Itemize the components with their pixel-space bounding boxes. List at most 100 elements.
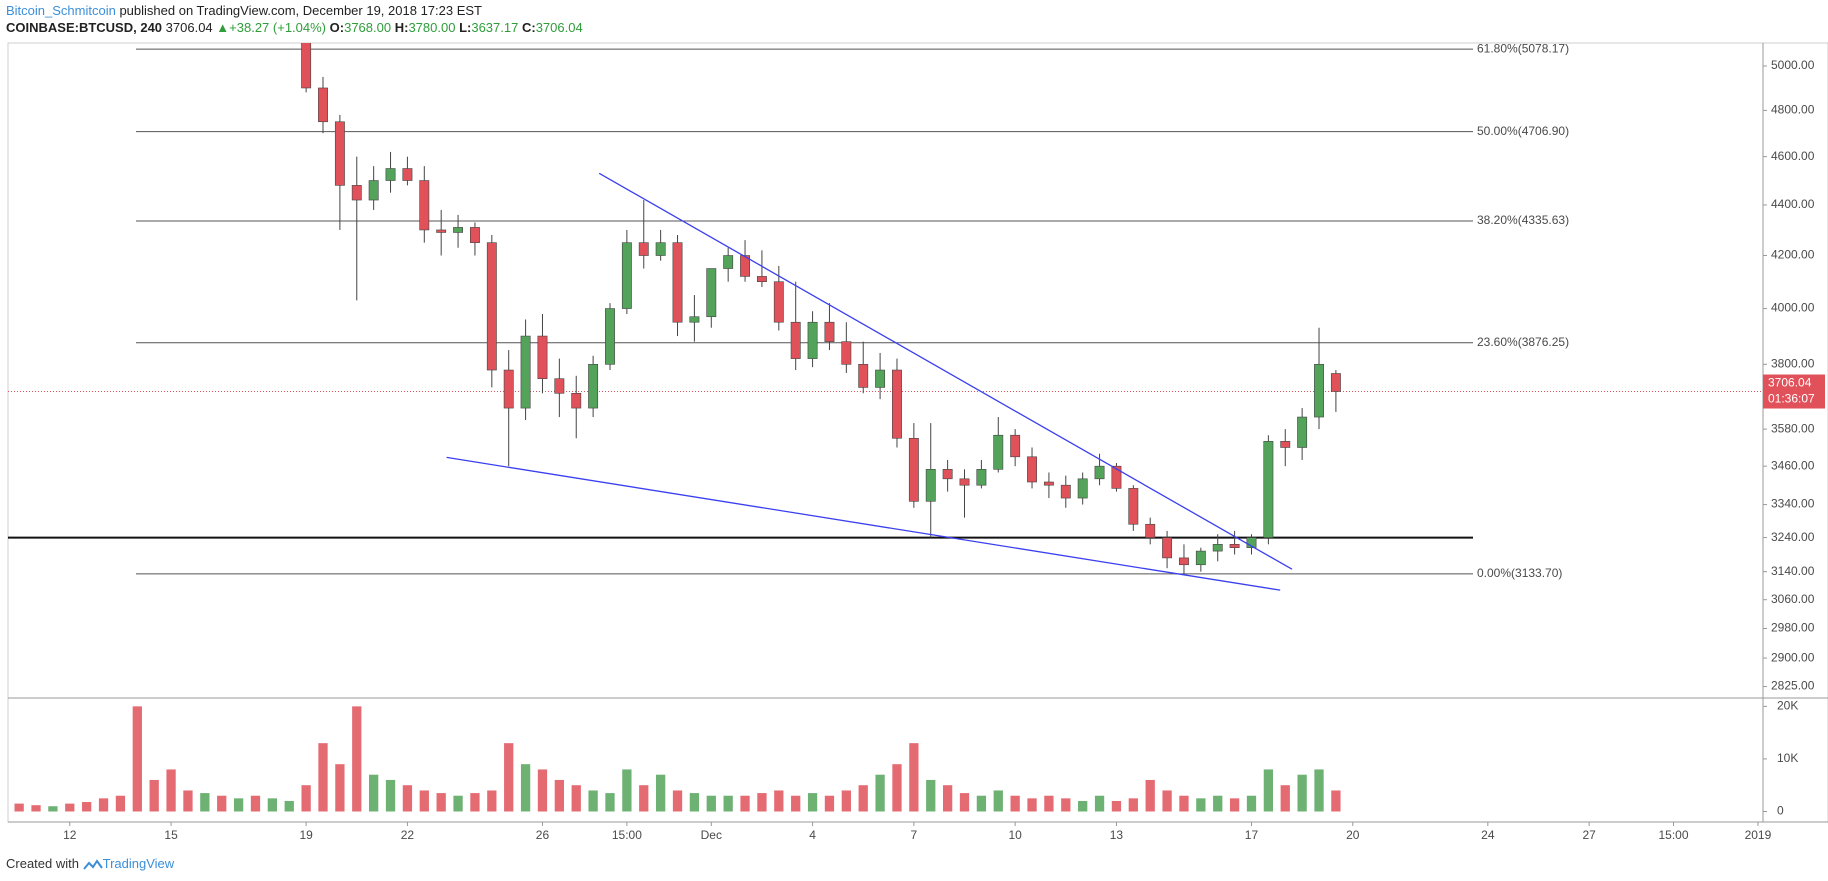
candle-body <box>976 469 987 486</box>
x-tick-label: 26 <box>536 828 550 842</box>
candle-body <box>588 364 599 409</box>
volume-bar <box>993 790 1003 812</box>
candle-body <box>1094 465 1105 480</box>
volume-bar <box>132 706 142 812</box>
volume-bar <box>571 785 581 812</box>
candle-body <box>520 335 531 409</box>
volume-bar <box>605 793 615 812</box>
candle-body <box>334 121 345 186</box>
candle-body <box>469 227 480 243</box>
candle-body <box>605 308 615 365</box>
volume-bar <box>1044 795 1054 812</box>
c-label: C: <box>521 20 536 35</box>
volume-bar <box>926 779 936 812</box>
candle-body <box>993 434 1004 470</box>
volume-bar <box>115 795 126 812</box>
volume-bar <box>774 790 784 812</box>
volume-bar <box>1027 798 1037 812</box>
volume-bar <box>1297 774 1307 812</box>
created: Created with <box>6 856 79 871</box>
candle-body <box>301 43 312 89</box>
y-tick-label: 3060.00 <box>1771 592 1815 606</box>
x-tick-label: 13 <box>1110 828 1124 842</box>
volume-bar <box>436 793 446 812</box>
candle-body <box>638 242 649 256</box>
candle-body <box>1077 478 1088 499</box>
volume-bar <box>402 785 413 812</box>
candle-body <box>740 255 750 277</box>
y-tick-label: 3240.00 <box>1771 530 1815 544</box>
volume-bar <box>1061 798 1071 812</box>
h: 3780.00 <box>408 20 456 35</box>
volume-bar <box>824 795 835 812</box>
volume-bar <box>200 793 210 812</box>
fib-label: 61.80%(5078.17) <box>1477 41 1569 55</box>
candle-body <box>1179 557 1189 566</box>
volume-bar <box>385 779 396 812</box>
y-tick-label: 4600.00 <box>1771 149 1815 163</box>
volume-bar <box>554 779 564 812</box>
volume-bar <box>1078 800 1088 812</box>
volume-bar <box>183 790 193 812</box>
volume-bar <box>504 743 514 812</box>
volume-bar <box>655 774 666 812</box>
x-tick-label: 15:00 <box>612 828 642 842</box>
volume-bar <box>149 779 159 812</box>
brand[interactable]: TradingView <box>102 856 175 871</box>
candle-body <box>1010 434 1021 458</box>
volume-bar <box>1094 795 1105 812</box>
candle-body <box>841 341 852 365</box>
o-label: O: <box>329 20 345 35</box>
volume-bar <box>98 798 109 812</box>
volume-bar <box>1128 798 1138 812</box>
volume-bar <box>470 793 480 812</box>
y-tick-label: 3340.00 <box>1771 497 1815 511</box>
volume-bar <box>622 769 632 812</box>
volume-bar <box>233 798 244 812</box>
fib-label: 38.20%(4335.63) <box>1477 213 1569 227</box>
volume-bar <box>942 785 953 812</box>
volume-bar <box>520 764 531 812</box>
arrow: ▲ <box>216 20 230 35</box>
candle-body <box>1212 544 1223 552</box>
volume-bar <box>1213 795 1223 812</box>
volume-bar <box>740 795 750 812</box>
volume-bar <box>706 795 716 812</box>
volume-bar <box>1162 790 1172 812</box>
x-tick-label: 27 <box>1582 828 1596 842</box>
candle-body <box>453 227 464 233</box>
volume-bar <box>1111 800 1122 812</box>
candle-body <box>756 276 767 283</box>
volume-bar <box>976 795 987 812</box>
volume-bar <box>959 793 970 812</box>
x-tick-label: Dec <box>701 828 722 842</box>
volume-bar <box>909 743 919 812</box>
y-tick-label: 2980.00 <box>1771 621 1815 635</box>
author[interactable]: Bitcoin_Schmitcoin <box>6 3 116 18</box>
candle-body <box>1330 373 1341 392</box>
x-tick-label: 10 <box>1008 828 1022 842</box>
candle-body <box>621 242 632 309</box>
candle-body <box>1145 523 1156 538</box>
volume-bar <box>689 793 700 812</box>
candle-body <box>959 478 970 486</box>
y-tick-label: 3800.00 <box>1771 356 1815 370</box>
y-tick-label: 4800.00 <box>1771 103 1815 117</box>
candle-body <box>368 180 379 201</box>
candle-body <box>1297 416 1308 448</box>
x-tick-label: 20 <box>1346 828 1360 842</box>
y-tick-label: 5000.00 <box>1771 58 1815 72</box>
candle-body <box>554 378 565 394</box>
volume-pane <box>14 706 1341 812</box>
candle-body <box>790 321 801 359</box>
volume-bar <box>82 802 92 812</box>
volume-bar <box>369 774 379 812</box>
volume-bar <box>267 798 278 812</box>
volume-bar <box>48 806 58 812</box>
candle-body <box>942 469 953 480</box>
change: +38.27 (+1.04%) <box>229 20 327 35</box>
candle-body <box>385 168 396 181</box>
x-tick-label: 4 <box>809 828 816 842</box>
candle-body <box>1162 537 1173 559</box>
